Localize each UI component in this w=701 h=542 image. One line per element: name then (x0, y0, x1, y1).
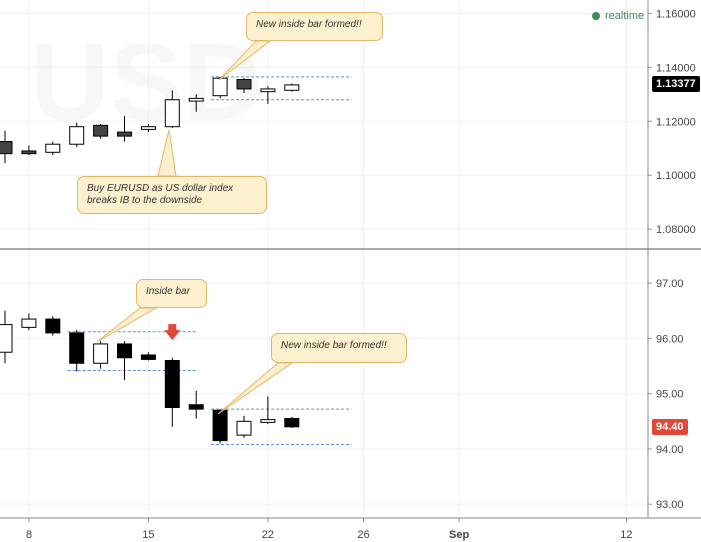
candle-body-p1-6 (140, 354, 156, 360)
callout-bottom-new-inside-bar: New inside bar formed!! (271, 333, 407, 363)
x-tick-label-1: 15 (142, 529, 154, 541)
y-tick-label-p1-0: 97.00 (656, 278, 684, 290)
candle-body-p1-0 (0, 324, 13, 353)
callout-top-inside-bar-text: New inside bar formed!! (256, 19, 362, 30)
candle-body-p0-12 (284, 84, 300, 91)
candle-body-p0-10 (236, 79, 252, 90)
y-tick-label-p0-3: 1.10000 (656, 170, 696, 182)
candle-body-p0-5 (117, 131, 132, 137)
candle-body-p1-10 (236, 420, 252, 436)
y-tick-label-p0-1: 1.14000 (656, 62, 696, 74)
callout-bottom-inside-bar: Inside bar (136, 279, 207, 308)
candle-body-p0-2 (45, 143, 61, 153)
y-tick-label-p0-0: 1.16000 (656, 8, 696, 20)
callout-tail-top-inside-bar (218, 40, 272, 81)
y-tick-label-p1-4: 93.00 (656, 499, 684, 511)
last-price-bottom-label: 94.40 (656, 420, 684, 433)
x-tick-label-5: 12 (620, 529, 632, 541)
last-price-badge-top: 1.13377 (652, 76, 700, 93)
last-price-top-label: 1.13377 (656, 78, 696, 91)
callout-top-inside-bar: New inside bar formed!! (246, 12, 383, 41)
callout-bottom-inside-bar-text: Inside bar (146, 286, 190, 297)
candle-body-p1-2 (45, 318, 61, 334)
down-arrow-icon (164, 324, 181, 341)
callout-tail-bottom-inside-bar (96, 307, 158, 343)
candle-body-p1-12 (284, 418, 300, 428)
candle-body-p0-9 (212, 77, 228, 97)
realtime-status: realtime (592, 10, 644, 22)
y-tick-label-p1-2: 95.00 (656, 389, 684, 401)
candle-body-p1-7 (164, 360, 180, 408)
candle-body-p0-8 (188, 97, 204, 102)
candle-body-p1-1 (21, 318, 37, 328)
x-tick-label-0: 8 (26, 529, 32, 541)
candle-body-p1-8 (188, 404, 204, 410)
last-price-badge-bottom: 94.40 (652, 418, 688, 435)
callout-tail-bottom-new-inside-bar (217, 362, 294, 415)
candle-body-p1-4 (93, 343, 109, 364)
x-tick-label-2: 22 (262, 529, 274, 541)
candle-body-p0-1 (21, 150, 37, 155)
realtime-label: realtime (605, 10, 645, 22)
x-tick-label-3: 26 (357, 529, 369, 541)
candle-body-p0-0 (0, 141, 13, 155)
realtime-dot-icon (592, 12, 600, 20)
callout-top-buy: Buy EURUSD as US dollar index breaks IB … (77, 176, 267, 214)
candle-body-p0-3 (69, 126, 85, 145)
candle-body-p0-4 (93, 124, 109, 137)
candle-body-p1-11 (260, 419, 276, 423)
y-tick-label-p0-4: 1.08000 (656, 224, 696, 236)
callout-top-buy-text: Buy EURUSD as US dollar index breaks IB … (87, 183, 234, 206)
candle-body-p0-7 (164, 99, 180, 128)
y-tick-label-p1-1: 96.00 (656, 333, 684, 345)
y-tick-label-p1-3: 94.00 (656, 444, 684, 456)
y-tick-label-p0-2: 1.12000 (656, 116, 696, 128)
candle-body-p1-3 (69, 332, 85, 364)
candle-body-p1-5 (117, 343, 132, 359)
candle-body-p0-6 (140, 126, 156, 130)
candle-body-p1-9 (212, 409, 228, 442)
callout-bottom-new-inside-bar-text: New inside bar formed!! (281, 340, 387, 351)
x-tick-label-4: Sep (449, 529, 469, 541)
candle-body-p0-11 (260, 88, 276, 93)
